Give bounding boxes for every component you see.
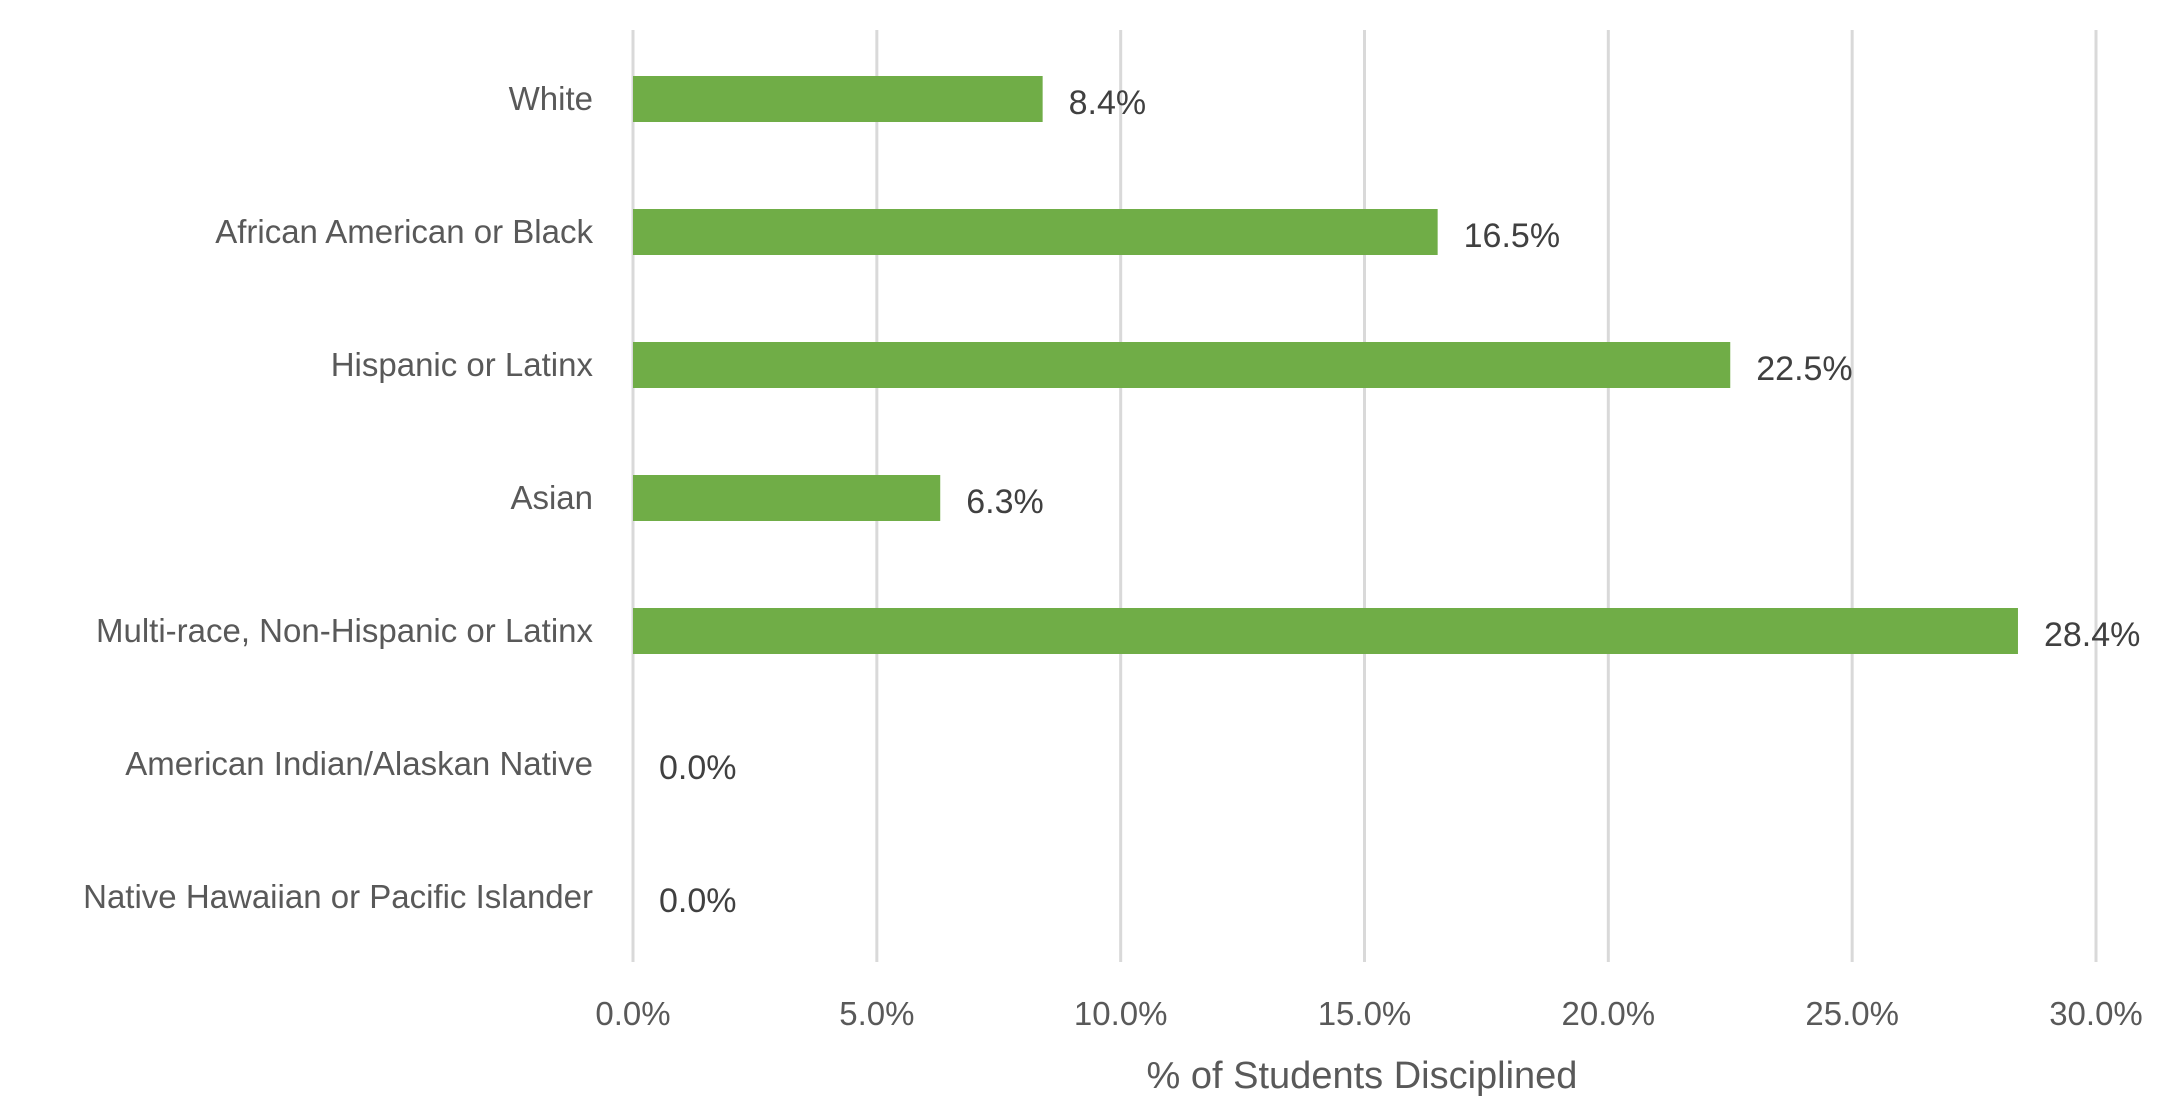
category-label: Native Hawaiian or Pacific Islander bbox=[83, 878, 593, 915]
category-label: African American or Black bbox=[215, 213, 593, 250]
bar bbox=[633, 76, 1043, 122]
x-tick-labels: 0.0% 5.0% 10.0% 15.0% 20.0% 25.0% 30.0% bbox=[595, 995, 2142, 1032]
category-label: Asian bbox=[510, 479, 593, 516]
x-tick-label: 15.0% bbox=[1318, 995, 1412, 1032]
data-label: 6.3% bbox=[966, 483, 1044, 521]
x-tick-label: 25.0% bbox=[1805, 995, 1899, 1032]
bars bbox=[633, 76, 2018, 654]
data-labels: 8.4% 16.5% 22.5% 6.3% 28.4% 0.0% 0.0% bbox=[659, 84, 2140, 920]
category-labels: White African American or Black Hispanic o… bbox=[83, 80, 593, 915]
bar bbox=[633, 209, 1438, 255]
data-label: 28.4% bbox=[2044, 616, 2140, 654]
x-tick-label: 5.0% bbox=[839, 995, 914, 1032]
data-label: 8.4% bbox=[1069, 84, 1147, 122]
x-tick-label: 30.0% bbox=[2049, 995, 2143, 1032]
bar bbox=[633, 342, 1731, 388]
gridlines bbox=[631, 30, 2098, 962]
data-label: 16.5% bbox=[1464, 217, 1560, 255]
data-label: 0.0% bbox=[659, 882, 737, 920]
data-label: 0.0% bbox=[659, 749, 737, 787]
category-label: American Indian/Alaskan Native bbox=[125, 745, 593, 782]
bar bbox=[633, 608, 2018, 654]
x-tick-label: 20.0% bbox=[1562, 995, 1656, 1032]
x-tick-label: 0.0% bbox=[595, 995, 670, 1032]
category-label: Hispanic or Latinx bbox=[331, 346, 594, 383]
data-label: 22.5% bbox=[1756, 350, 1852, 388]
category-label: White bbox=[509, 80, 593, 117]
bar bbox=[633, 475, 941, 521]
x-axis-title: % of Students Disciplined bbox=[1147, 1055, 1578, 1097]
x-tick-label: 10.0% bbox=[1074, 995, 1168, 1032]
category-label: Multi-race, Non-Hispanic or Latinx bbox=[96, 612, 594, 649]
